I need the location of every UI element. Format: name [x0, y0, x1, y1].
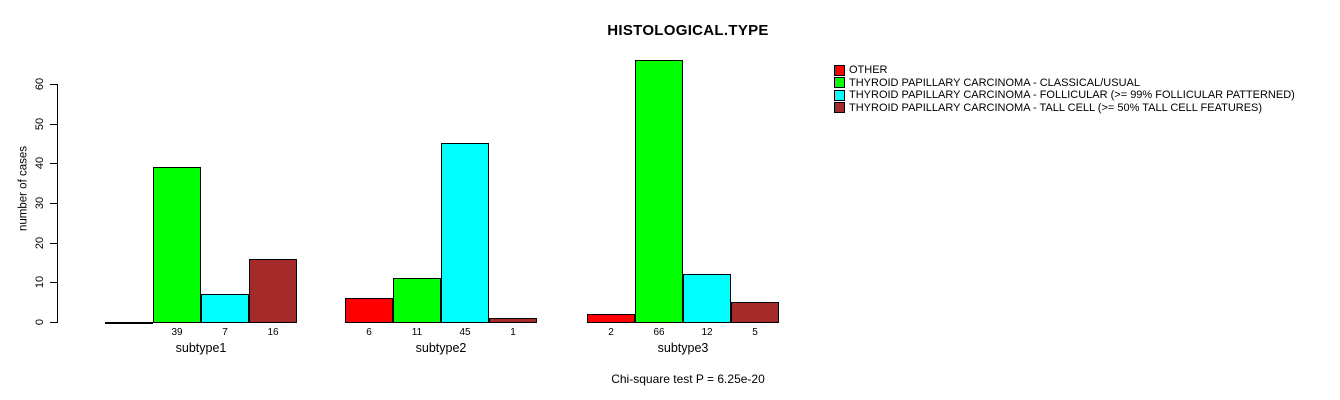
bar-value-label: 66 — [653, 327, 665, 338]
bar — [731, 302, 779, 323]
bar-value-label: 12 — [701, 327, 713, 338]
category-label: subtype2 — [415, 341, 467, 355]
bar-value-label: 2 — [608, 327, 614, 338]
y-axis-line — [57, 84, 58, 323]
legend-swatch — [834, 89, 845, 101]
y-tick-label: 30 — [34, 196, 46, 210]
y-tick-label: 50 — [34, 117, 46, 131]
legend-item-label: THYROID PAPILLARY CARCINOMA - CLASSICAL/… — [849, 76, 1140, 89]
y-tick-mark — [50, 124, 57, 125]
bar-value-label: 11 — [411, 327, 423, 338]
bar-value-label: 5 — [752, 327, 758, 338]
legend-item-label: OTHER — [849, 64, 888, 76]
bar — [393, 278, 441, 323]
bar-value-label: 45 — [459, 327, 471, 338]
bar — [489, 318, 537, 323]
y-axis-label: number of cases — [17, 146, 30, 232]
legend-item: THYROID PAPILLARY CARCINOMA - CLASSICAL/… — [834, 77, 1140, 89]
y-tick-mark — [50, 243, 57, 244]
y-tick-label: 20 — [34, 236, 46, 250]
bar — [635, 60, 683, 323]
y-tick-label: 60 — [34, 77, 46, 91]
legend-item-label: THYROID PAPILLARY CARCINOMA - TALL CELL … — [849, 101, 1263, 114]
bar-value-label: 1 — [510, 327, 516, 338]
bar-value-label: 7 — [222, 327, 228, 338]
bar-value-label: 6 — [366, 327, 372, 338]
y-tick-mark — [50, 163, 57, 164]
bar — [683, 274, 731, 323]
y-tick-mark — [50, 84, 57, 85]
legend-item: OTHER — [834, 64, 888, 76]
y-tick-label: 40 — [34, 156, 46, 170]
bar — [201, 294, 249, 323]
bar — [105, 322, 153, 324]
legend-swatch — [834, 77, 845, 89]
legend-item: THYROID PAPILLARY CARCINOMA - TALL CELL … — [834, 102, 1262, 114]
bar — [345, 298, 393, 323]
bar — [249, 259, 297, 323]
legend-item-label: THYROID PAPILLARY CARCINOMA - FOLLICULAR… — [849, 89, 1295, 102]
y-tick-mark — [50, 203, 57, 204]
chi-square-caption: Chi-square test P = 6.25e-20 — [611, 372, 765, 386]
y-tick-label: 0 — [34, 318, 46, 326]
category-label: subtype1 — [175, 341, 227, 355]
bar — [587, 314, 635, 323]
legend-swatch — [834, 64, 845, 76]
bar — [153, 167, 201, 323]
y-tick-label: 10 — [34, 275, 46, 289]
bar-value-label: 16 — [267, 327, 279, 338]
category-label: subtype3 — [657, 341, 709, 355]
y-tick-mark — [50, 282, 57, 283]
legend-item: THYROID PAPILLARY CARCINOMA - FOLLICULAR… — [834, 89, 1295, 101]
bar — [441, 143, 489, 323]
bar-value-label: 39 — [171, 327, 183, 338]
chart-title: HISTOLOGICAL.TYPE — [607, 22, 769, 39]
y-tick-mark — [50, 322, 57, 323]
legend-swatch — [834, 102, 845, 114]
